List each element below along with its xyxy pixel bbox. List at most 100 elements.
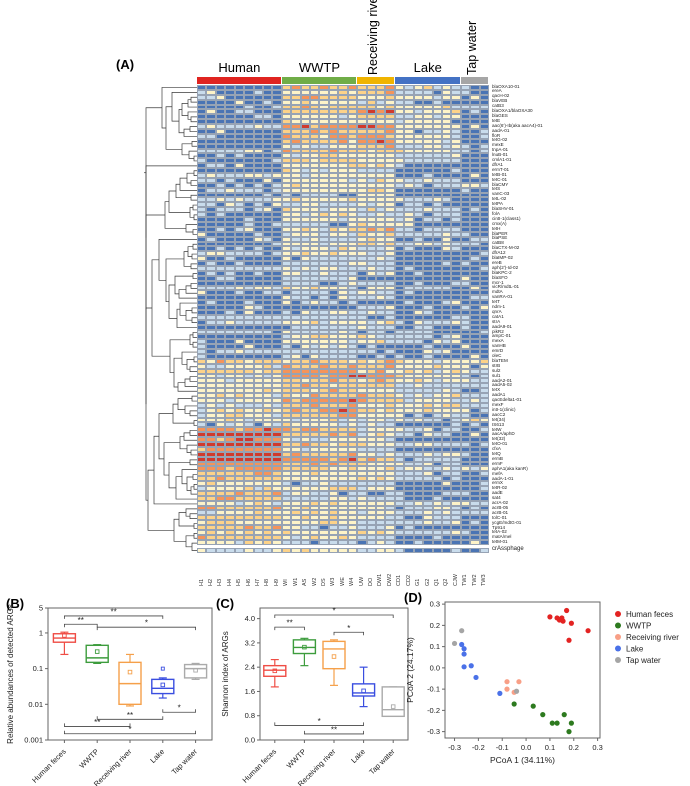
heatmap-cell [281,500,292,506]
heatmap-cell [404,329,414,335]
heatmap-row [197,241,490,247]
heatmap-row [197,314,490,320]
heatmap-cell [319,451,329,457]
heatmap-cell [441,261,452,266]
heatmap-cell [366,451,377,457]
gene-label: aadA-01 [492,127,510,133]
heatmap-row [197,85,490,90]
heatmap-cell [206,94,216,100]
heatmap-cell [262,534,273,540]
dendrogram-branch [189,410,197,417]
heatmap-cell [206,231,216,237]
heatmap-cell [347,515,358,521]
heatmap-cell [300,221,311,227]
heatmap-cell [272,520,282,526]
heatmap-cell [470,490,480,496]
heatmap-cell [300,148,311,154]
heatmap-cell [310,353,320,359]
heatmap-cell [281,378,292,384]
heatmap-cell [291,231,301,237]
heatmap-cell [244,500,254,506]
heatmap-cell [197,495,207,501]
heatmap-cell [272,270,282,276]
heatmap-cell [432,212,442,218]
gene-label: tetC-01 [492,176,508,182]
heatmap-cell [451,226,461,232]
heatmap-cell [234,241,245,247]
heatmap-cell [479,339,490,345]
heatmap-cell [366,446,377,452]
heatmap-cell [470,398,480,403]
heatmap-cell [291,339,301,345]
heatmap-cell [272,231,282,237]
panel-d-label: (D) [404,590,423,605]
heatmap-cell [234,89,245,95]
heatmap-cell [347,143,358,149]
heatmap-cell [347,422,358,428]
heatmap-cell [376,221,386,227]
heatmap-cell [423,275,433,281]
heatmap-cell [479,383,490,389]
heatmap-cell [479,192,490,198]
heatmap-cell [234,207,245,213]
heatmap-cell [319,212,329,218]
heatmap-cell [281,226,292,232]
heatmap-cell [357,456,367,462]
heatmap-cell [319,476,329,482]
heatmap-cell [404,407,414,413]
heatmap-cell [385,368,395,374]
heatmap-cell [376,525,386,531]
heatmap-cell [470,534,480,540]
heatmap-cell [234,300,245,306]
heatmap-cell [319,407,329,413]
heatmap-row [197,437,490,443]
heatmap-cell [404,378,414,384]
heatmap-cell [451,265,461,271]
dendrogram-branch [186,172,194,184]
heatmap-cell [404,319,414,325]
heatmap-cell [300,510,311,516]
heatmap-cell [479,349,490,354]
heatmap-cell [347,236,358,242]
heatmap-cell [394,290,405,296]
heatmap-cell [460,486,471,491]
heatmap-cell [206,109,216,115]
heatmap-cell [319,129,329,134]
heatmap-row [197,461,490,467]
heatmap-cell [197,202,207,208]
heatmap-cell [328,192,339,198]
heatmap-cell [310,461,320,467]
heatmap-cell [470,168,480,174]
heatmap-cell [432,432,442,438]
heatmap-cell [197,251,207,257]
heatmap-cell [479,187,490,193]
heatmap-cell [357,153,367,159]
heatmap-cell [244,442,254,447]
legend-label: Receiving river [626,633,679,642]
heatmap-cell [244,119,254,125]
heatmap-cell [281,456,292,462]
gene-label: blaCTX-M-02 [492,245,520,251]
heatmap-cell [197,197,207,203]
heatmap-cell [357,124,367,130]
heatmap-cell [197,388,207,394]
heatmap-cell [432,427,442,433]
heatmap-row [197,168,490,174]
heatmap-cell [479,133,490,139]
heatmap-cell [319,334,329,340]
heatmap-cell [234,231,245,237]
heatmap-cell [338,153,348,159]
heatmap-cell [234,437,245,443]
heatmap-cell [479,314,490,320]
heatmap-cell [432,309,442,315]
sample-label: H9 [273,578,280,586]
heatmap-cell [310,241,320,247]
heatmap-cell [206,476,216,482]
gene-label: aac(6')-Ib(aka aacA4)-01 [492,122,543,128]
heatmap-cell [244,505,254,511]
heatmap-cell [225,495,235,501]
heatmap-cell [206,539,216,545]
heatmap-cell [479,324,490,330]
heatmap-cell [253,202,263,208]
heatmap-cell [366,432,377,438]
